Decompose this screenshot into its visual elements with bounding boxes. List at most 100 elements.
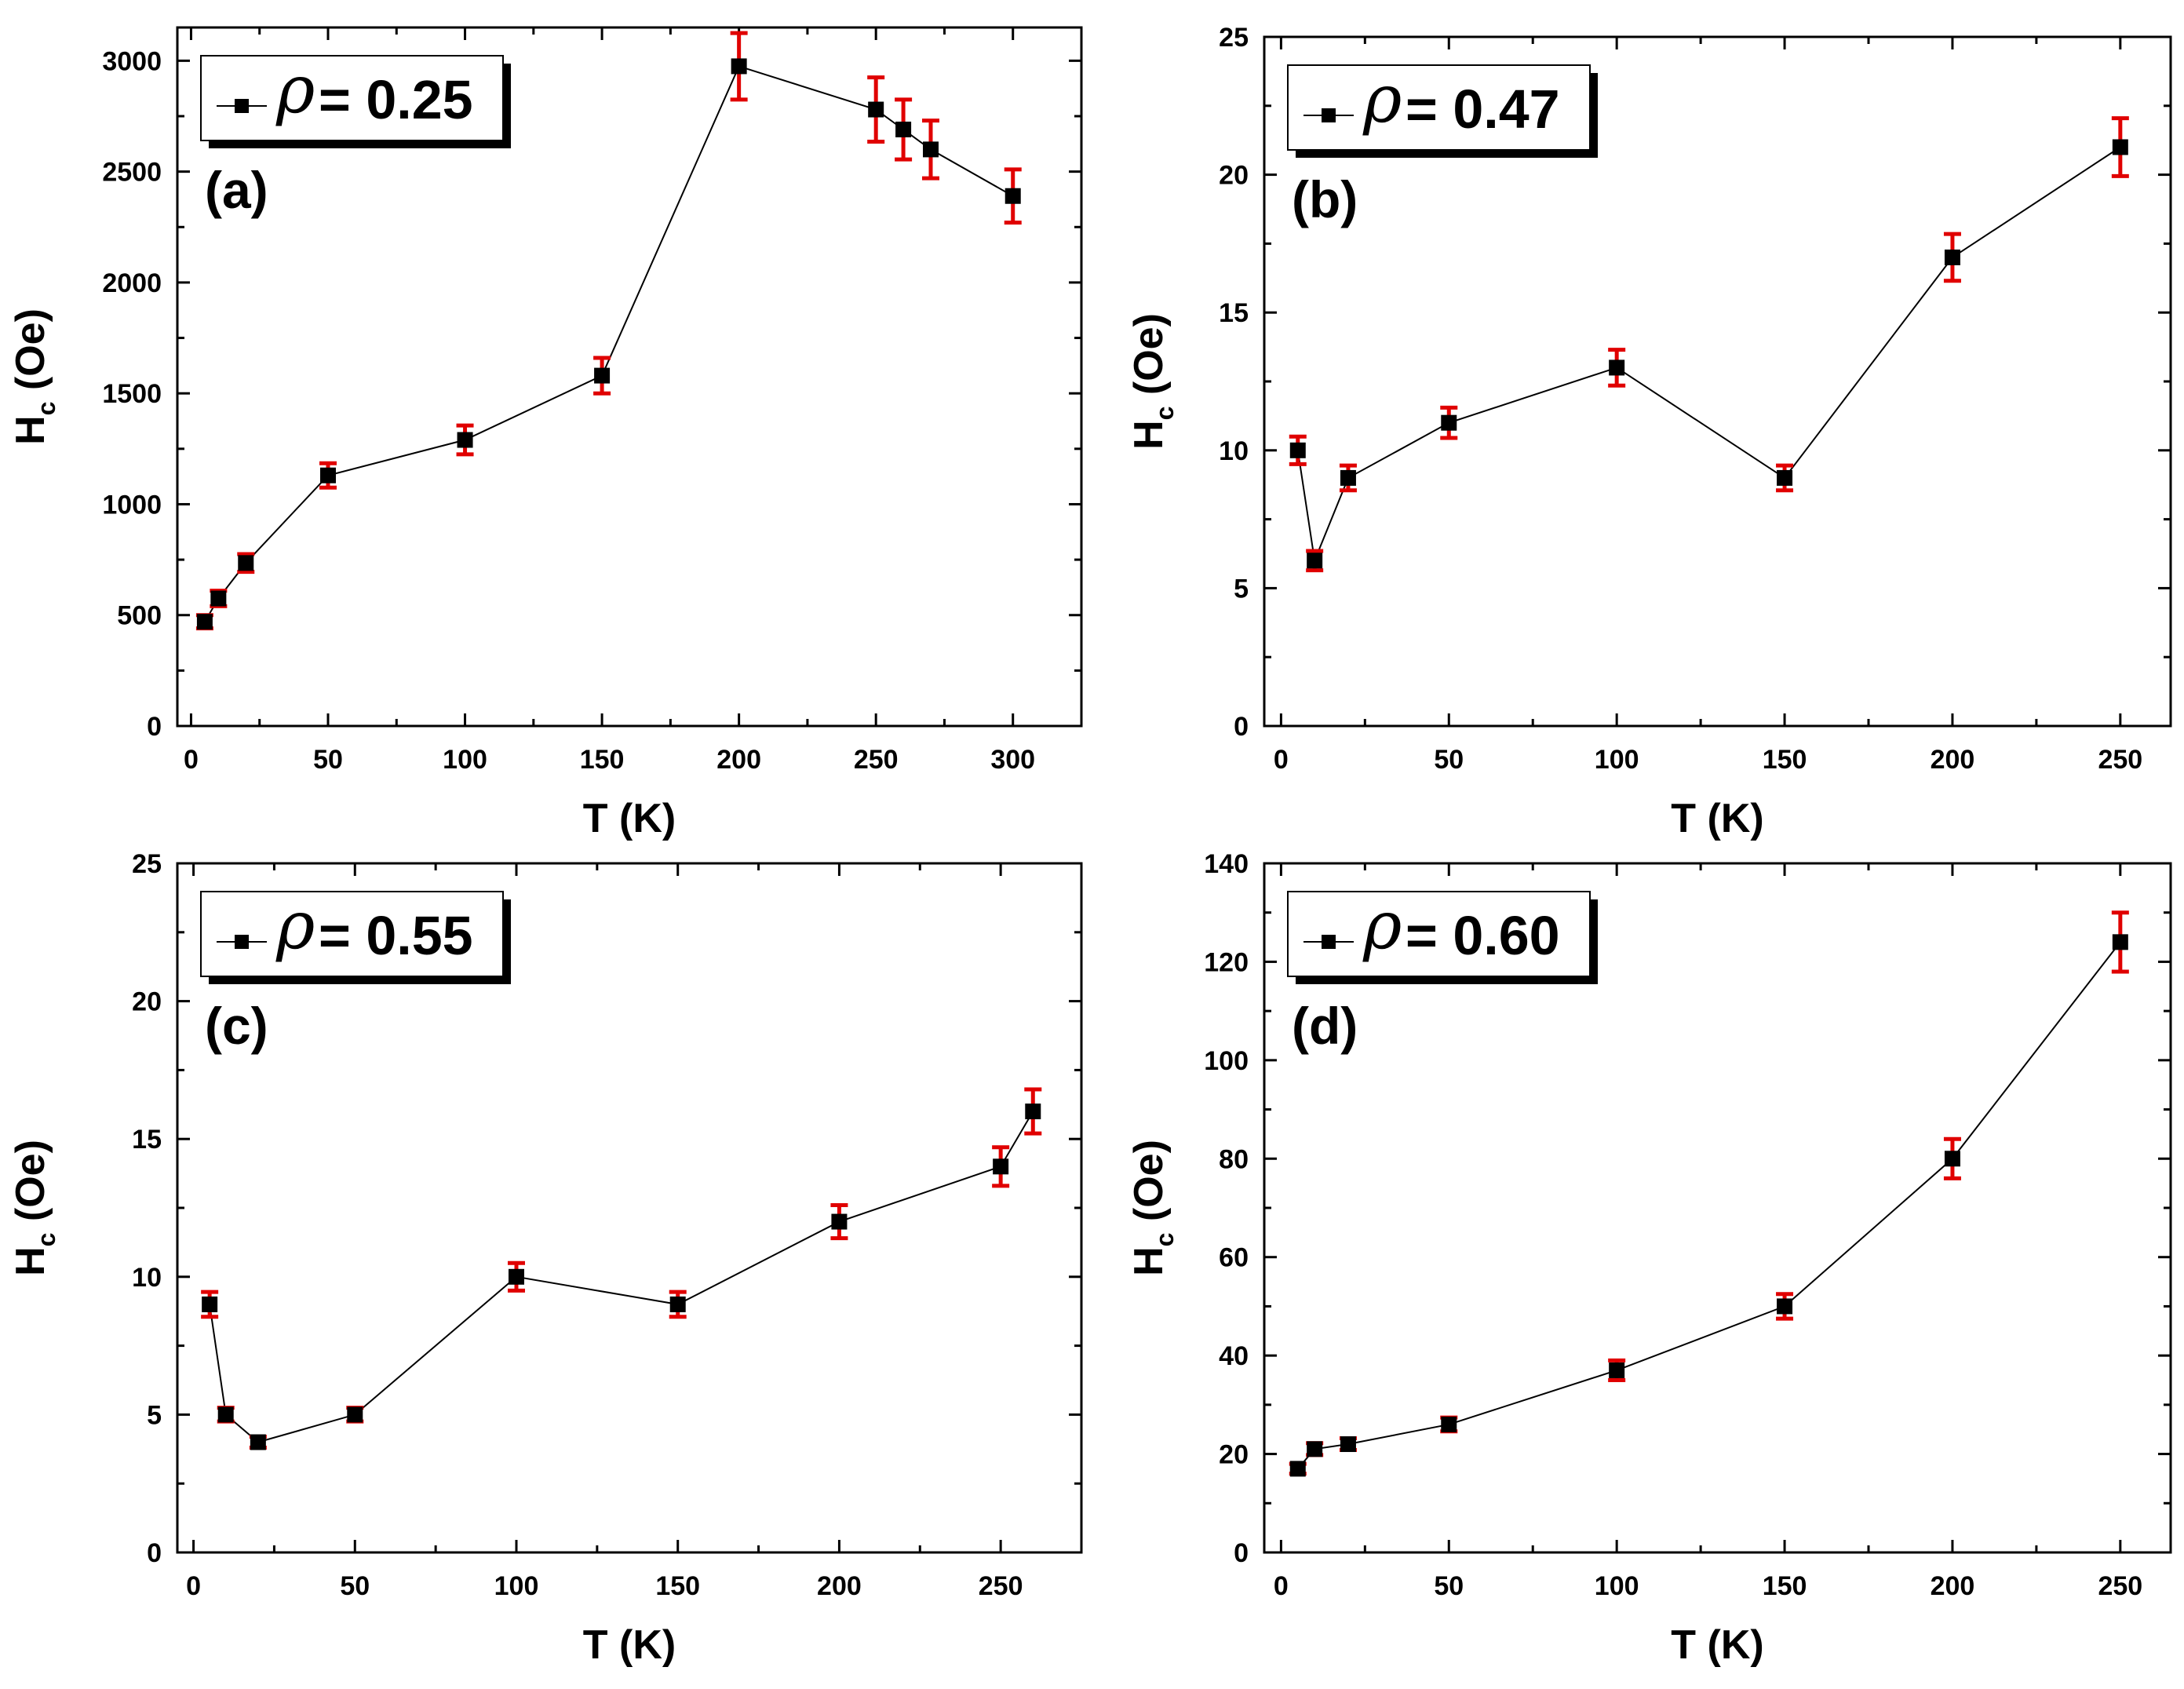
- x-tick-label: 100: [494, 1571, 539, 1601]
- data-point: [831, 1213, 848, 1230]
- data-point: [1777, 469, 1793, 486]
- y-tick-label: 2000: [102, 268, 162, 298]
- data-point: [320, 467, 336, 483]
- x-axis-title: T (K): [583, 796, 676, 841]
- legend-symbol: ρ: [1362, 887, 1402, 964]
- legend-value: = 0.60: [1406, 905, 1560, 966]
- data-point: [2112, 139, 2128, 155]
- x-tick-label: 100: [1595, 745, 1639, 775]
- y-tick-label: 20: [132, 987, 162, 1017]
- x-tick-label: 100: [443, 745, 487, 775]
- x-tick-label: 250: [979, 1571, 1023, 1601]
- data-point: [509, 1268, 524, 1285]
- data-point: [238, 555, 254, 571]
- data-point: [923, 141, 939, 158]
- y-axis-title: Hc (Oe): [1126, 313, 1179, 450]
- legend-marker: [235, 935, 249, 949]
- y-tick-label: 0: [1234, 1538, 1249, 1568]
- data-point: [1441, 1416, 1457, 1432]
- data-point: [594, 367, 611, 384]
- panel-label: (a): [205, 161, 268, 219]
- x-tick-label: 150: [1763, 745, 1807, 775]
- data-point: [1307, 553, 1323, 569]
- data-point: [1025, 1104, 1041, 1120]
- y-tick-label: 5: [147, 1400, 162, 1430]
- data-point: [1340, 469, 1356, 486]
- x-tick-label: 0: [1274, 1571, 1289, 1601]
- y-axis-title: Hc (Oe): [1126, 1140, 1179, 1276]
- x-tick-label: 250: [2098, 745, 2142, 775]
- data-point: [669, 1296, 686, 1312]
- plot-frame: [176, 26, 1083, 728]
- legend-marker: [1322, 935, 1336, 949]
- y-tick-label: 1500: [102, 379, 162, 409]
- y-tick-label: 120: [1204, 947, 1249, 977]
- y-tick-label: 2500: [102, 158, 162, 188]
- x-tick-label: 200: [716, 745, 761, 775]
- data-point: [1944, 1151, 1960, 1167]
- y-tick-label: 40: [1219, 1341, 1249, 1371]
- x-tick-label: 0: [184, 745, 199, 775]
- data-point: [1004, 188, 1021, 204]
- y-axis-title: Hc (Oe): [8, 308, 60, 445]
- y-tick-label: 20: [1219, 1440, 1249, 1470]
- series-line: [1296, 146, 2121, 564]
- data-point: [1609, 359, 1625, 376]
- series-line: [204, 65, 1014, 622]
- data-point: [347, 1406, 363, 1423]
- y-tick-label: 60: [1219, 1243, 1249, 1273]
- legend-symbol: ρ: [275, 51, 315, 128]
- series-line: [1297, 941, 2121, 1470]
- legend-marker: [1322, 108, 1336, 122]
- y-axis-title: Hc (Oe): [8, 1140, 60, 1276]
- data-point: [202, 1296, 218, 1312]
- x-tick-label: 150: [580, 745, 625, 775]
- data-point: [457, 432, 473, 448]
- data-point: [1340, 1436, 1356, 1453]
- y-tick-label: 5: [1234, 574, 1249, 604]
- data-point: [210, 590, 227, 607]
- y-tick-label: 10: [132, 1263, 162, 1293]
- y-tick-label: 15: [1219, 298, 1249, 328]
- data-point: [196, 614, 213, 630]
- panel-label: (c): [205, 997, 268, 1055]
- y-tick-label: 10: [1219, 436, 1249, 466]
- data-point: [217, 1406, 234, 1423]
- series-line: [209, 1111, 1034, 1443]
- legend-symbol: ρ: [1362, 60, 1402, 137]
- x-tick-label: 150: [655, 1571, 700, 1601]
- y-tick-label: 0: [147, 1538, 162, 1568]
- data-point: [1609, 1362, 1625, 1378]
- y-tick-label: 140: [1204, 849, 1249, 879]
- y-tick-label: 25: [132, 849, 162, 879]
- y-tick-label: 100: [1204, 1046, 1249, 1076]
- legend-value: = 0.55: [319, 905, 473, 966]
- data-point: [1777, 1298, 1793, 1315]
- data-point: [1944, 249, 1960, 265]
- y-tick-label: 0: [1234, 712, 1249, 742]
- data-point: [993, 1158, 1009, 1175]
- x-tick-label: 50: [313, 745, 343, 775]
- data-point: [731, 58, 747, 75]
- data-point: [1441, 414, 1457, 431]
- y-tick-label: 1000: [102, 490, 162, 520]
- x-tick-label: 50: [1434, 745, 1464, 775]
- y-tick-label: 500: [117, 601, 162, 631]
- panel-c: 0 50 100 150 200 250 0 5 10 15 20 25 T (K) Hc (Oe) ρ = …: [8, 849, 1083, 1668]
- x-tick-label: 200: [1931, 745, 1975, 775]
- x-tick-label: 200: [1931, 1571, 1975, 1601]
- legend-value: = 0.25: [319, 69, 473, 130]
- panel-label: (b): [1292, 170, 1358, 228]
- x-tick-label: 100: [1595, 1571, 1639, 1601]
- legend-box: [1287, 64, 1591, 151]
- x-tick-label: 200: [817, 1571, 862, 1601]
- x-tick-label: 0: [1274, 745, 1289, 775]
- x-tick-label: 300: [990, 745, 1035, 775]
- x-tick-label: 250: [2098, 1571, 2142, 1601]
- x-axis-title: T (K): [583, 1622, 676, 1668]
- y-tick-label: 20: [1219, 161, 1249, 191]
- data-point: [250, 1434, 266, 1450]
- legend-box: [1287, 891, 1591, 977]
- x-tick-label: 0: [186, 1571, 201, 1601]
- panel-d: 0 50 100 150 200 250 0 20 40 60 80 100 120 140 T (K) Hc…: [1126, 849, 2172, 1668]
